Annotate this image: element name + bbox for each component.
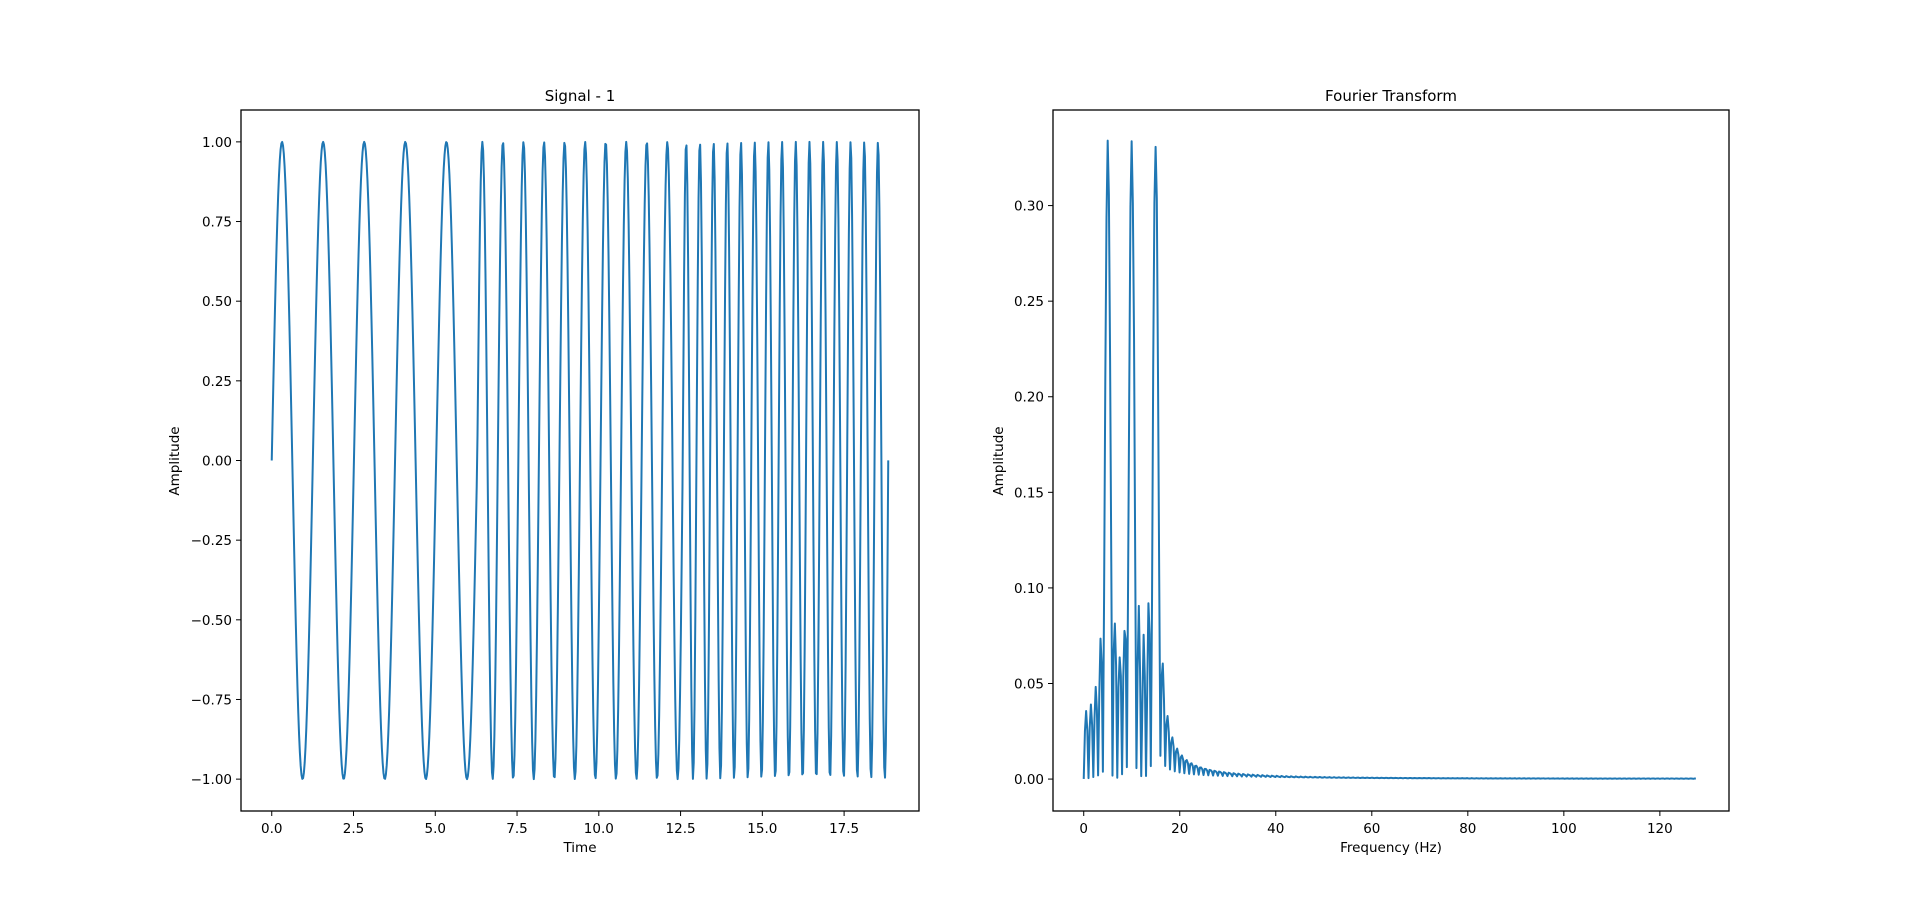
y-tick-label: 0.05 xyxy=(1014,676,1044,692)
fourier-plot: Fourier Transform 0 20 40 60 80 100 120 0.000.… xyxy=(991,87,1730,856)
y-tick-label: 0.20 xyxy=(1014,390,1044,406)
fourier-curve xyxy=(1082,139,1696,780)
x-tick-label: 2.5 xyxy=(343,821,364,837)
fourier-line xyxy=(1082,139,1696,780)
x-tick-label: 40 xyxy=(1267,821,1284,837)
x-tick-label: 17.5 xyxy=(829,821,859,837)
y-tick-label: −0.75 xyxy=(191,692,232,708)
fourier-y-axis: 0.00 0.05 0.10 0.15 0.20 0.25 0.30 xyxy=(1014,199,1053,788)
fourier-plot-frame xyxy=(1052,109,1730,812)
x-tick-label: 80 xyxy=(1459,821,1476,837)
y-tick-label: 0.10 xyxy=(1014,581,1044,597)
x-tick-label: 5.0 xyxy=(425,821,446,837)
x-tick-label: 0.0 xyxy=(261,821,282,837)
y-tick-label: 0.25 xyxy=(1014,294,1044,310)
signal-x-axis: 0.0 2.5 5.0 7.5 10.0 12.5 15.0 17.5 xyxy=(261,811,859,837)
signal-plot-title: Signal - 1 xyxy=(545,87,616,105)
y-tick-label: 0.15 xyxy=(1014,485,1044,501)
x-tick-label: 15.0 xyxy=(747,821,777,837)
y-tick-label: 0.00 xyxy=(1014,772,1044,788)
signal-y-label: Amplitude xyxy=(167,426,183,495)
x-tick-label: 20 xyxy=(1171,821,1188,837)
y-tick-label: 1.00 xyxy=(202,135,232,151)
signal-x-label: Time xyxy=(562,840,596,856)
y-tick-label: 0.75 xyxy=(202,215,232,231)
x-tick-label: 0 xyxy=(1079,821,1088,837)
signal-line xyxy=(270,140,890,781)
x-tick-label: 60 xyxy=(1363,821,1380,837)
fourier-x-axis: 0 20 40 60 80 100 120 xyxy=(1079,811,1673,837)
y-tick-label: −0.25 xyxy=(191,533,232,549)
x-tick-label: 120 xyxy=(1647,821,1673,837)
y-tick-label: 0.25 xyxy=(202,374,232,390)
x-tick-label: 10.0 xyxy=(584,821,614,837)
signal-plot: Signal - 1 0.0 2.5 5.0 7.5 10.0 12.5 15.0 17.5 … xyxy=(167,87,920,856)
x-tick-label: 100 xyxy=(1551,821,1577,837)
x-tick-label: 7.5 xyxy=(506,821,527,837)
fourier-y-label: Amplitude xyxy=(991,426,1007,495)
y-tick-label: −1.00 xyxy=(191,772,232,788)
x-tick-label: 12.5 xyxy=(666,821,696,837)
fourier-plot-title: Fourier Transform xyxy=(1325,87,1457,105)
y-tick-label: 0.30 xyxy=(1014,199,1044,215)
signal-y-axis: −1.00 −0.75 −0.50 −0.25 0.00 0.25 0.50 0.75 1.00 xyxy=(191,135,241,788)
y-tick-label: 0.00 xyxy=(202,454,232,470)
signal-curve xyxy=(270,140,890,781)
y-tick-label: −0.50 xyxy=(191,613,232,629)
fourier-x-label: Frequency (Hz) xyxy=(1340,840,1442,856)
y-tick-label: 0.50 xyxy=(202,294,232,310)
